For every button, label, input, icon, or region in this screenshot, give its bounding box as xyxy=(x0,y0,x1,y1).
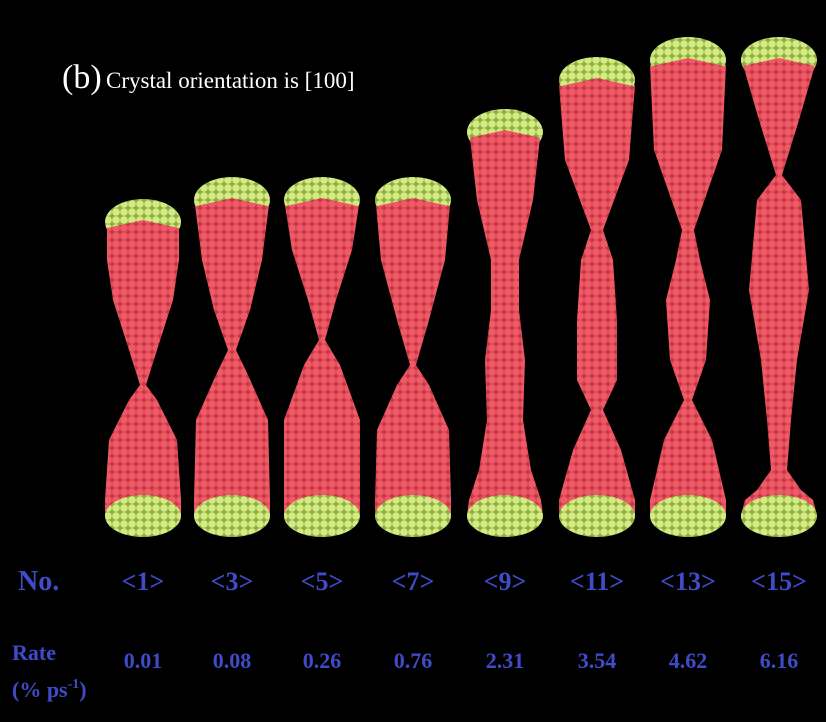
rate-unit-suffix: ) xyxy=(79,677,86,702)
sample-number: <5> xyxy=(301,567,344,596)
bottom-cap xyxy=(467,495,543,537)
bottom-cap xyxy=(375,495,451,537)
strain-rate: 4.62 xyxy=(669,648,708,673)
sample-number: <9> xyxy=(484,567,527,596)
figure-title: Crystal orientation is [100] xyxy=(106,68,355,93)
sample-number: <3> xyxy=(211,567,254,596)
panel-label: (b) xyxy=(62,59,102,96)
sample-number: <13> xyxy=(660,567,716,596)
strain-rate: 2.31 xyxy=(486,648,525,673)
bottom-cap xyxy=(650,495,726,537)
rate-unit-superscript: -1 xyxy=(68,677,80,692)
strain-rate: 0.76 xyxy=(394,648,433,673)
strain-rate: 6.16 xyxy=(760,648,799,673)
strain-rate: 0.26 xyxy=(303,648,342,673)
bottom-cap xyxy=(741,495,817,537)
sample-number: <15> xyxy=(751,567,807,596)
strain-rate: 3.54 xyxy=(578,648,617,673)
strain-rate: 0.08 xyxy=(213,648,252,673)
rate-unit-prefix: (% ps xyxy=(12,677,68,702)
number-label: No. xyxy=(18,566,59,597)
bottom-cap xyxy=(559,495,635,537)
bottom-cap xyxy=(284,495,360,537)
sample-number: <1> xyxy=(122,567,165,596)
sample-number: <7> xyxy=(392,567,435,596)
sample-number: <11> xyxy=(570,567,624,596)
bottom-cap xyxy=(105,495,181,537)
rate-label: Rate xyxy=(12,640,56,665)
bottom-cap xyxy=(194,495,270,537)
figure: (b) Crystal orientation is [100] No. Rat… xyxy=(0,0,826,722)
strain-rate: 0.01 xyxy=(124,648,163,673)
